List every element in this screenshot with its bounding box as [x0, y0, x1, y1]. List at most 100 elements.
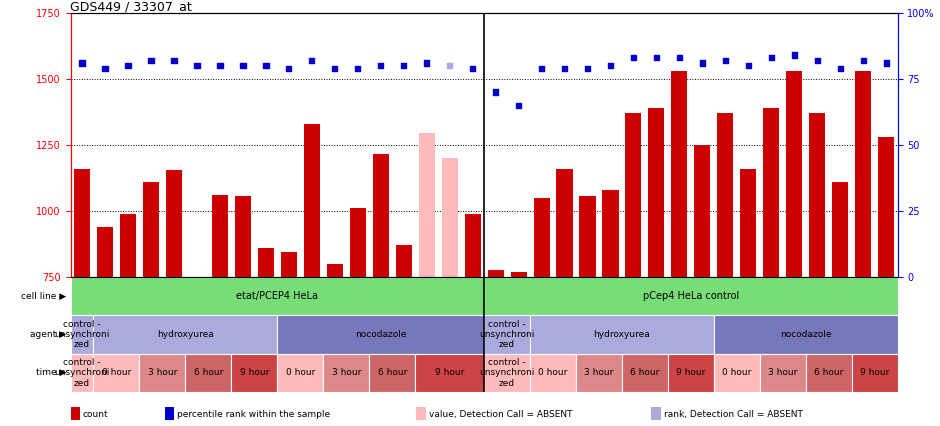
Point: [649, 54, 664, 61]
Point: [534, 65, 549, 72]
Bar: [671, 71, 687, 277]
Bar: [576, 354, 622, 392]
Text: agent ▶: agent ▶: [30, 330, 66, 339]
Text: 3 hour: 3 hour: [585, 368, 614, 377]
Bar: [603, 190, 619, 277]
Bar: [442, 158, 458, 277]
Text: 3 hour: 3 hour: [768, 368, 797, 377]
Bar: [369, 354, 415, 392]
Bar: [327, 264, 343, 277]
Point: [98, 65, 113, 72]
Point: [166, 57, 181, 64]
Bar: [622, 354, 668, 392]
Text: time ▶: time ▶: [36, 368, 66, 377]
Bar: [763, 108, 779, 277]
Text: 0 hour: 0 hour: [722, 368, 752, 377]
Bar: [120, 213, 136, 277]
Point: [787, 52, 802, 58]
Point: [120, 62, 135, 69]
Bar: [418, 133, 434, 277]
Text: nocodazole: nocodazole: [780, 330, 832, 339]
Text: control -
unsynchroni
zed: control - unsynchroni zed: [55, 320, 110, 349]
Point: [833, 65, 848, 72]
Text: count: count: [83, 409, 108, 419]
Bar: [713, 315, 898, 354]
Bar: [235, 196, 251, 277]
Bar: [760, 354, 806, 392]
Point: [351, 65, 366, 72]
Bar: [649, 108, 665, 277]
Point: [258, 62, 274, 69]
Point: [603, 62, 618, 69]
Bar: [396, 245, 412, 277]
Bar: [625, 113, 641, 277]
Text: 3 hour: 3 hour: [148, 368, 177, 377]
Bar: [534, 198, 550, 277]
Bar: [855, 71, 871, 277]
Bar: [304, 124, 320, 277]
Text: 9 hour: 9 hour: [676, 368, 706, 377]
Point: [327, 65, 342, 72]
Text: control -
unsynchroni
zed: control - unsynchroni zed: [479, 358, 535, 388]
Bar: [530, 315, 713, 354]
Point: [718, 57, 733, 64]
Text: rank, Detection Call = ABSENT: rank, Detection Call = ABSENT: [664, 409, 803, 419]
Point: [281, 65, 296, 72]
Text: 0 hour: 0 hour: [286, 368, 315, 377]
Bar: [212, 195, 227, 277]
Bar: [488, 271, 504, 277]
Point: [488, 89, 503, 95]
Text: GDS449 / 33307_at: GDS449 / 33307_at: [70, 0, 193, 13]
Point: [809, 57, 824, 64]
Bar: [93, 315, 277, 354]
Bar: [350, 208, 366, 277]
Point: [419, 60, 434, 66]
Bar: [70, 277, 484, 315]
Text: 3 hour: 3 hour: [332, 368, 361, 377]
Text: 9 hour: 9 hour: [435, 368, 464, 377]
Text: 9 hour: 9 hour: [240, 368, 269, 377]
Point: [305, 57, 320, 64]
Bar: [70, 315, 93, 354]
Bar: [231, 354, 277, 392]
Point: [764, 54, 779, 61]
Bar: [717, 113, 733, 277]
Bar: [277, 315, 484, 354]
Bar: [323, 354, 369, 392]
Bar: [277, 354, 323, 392]
Bar: [579, 196, 596, 277]
Text: pCep4 HeLa control: pCep4 HeLa control: [643, 291, 739, 301]
Text: value, Detection Call = ABSENT: value, Detection Call = ABSENT: [429, 409, 572, 419]
Text: hydroxyurea: hydroxyurea: [593, 330, 650, 339]
Bar: [484, 277, 898, 315]
Text: 6 hour: 6 hour: [378, 368, 407, 377]
Bar: [530, 354, 576, 392]
Bar: [809, 113, 825, 277]
Text: 6 hour: 6 hour: [630, 368, 660, 377]
Bar: [713, 354, 760, 392]
Point: [396, 62, 411, 69]
Bar: [806, 354, 852, 392]
Text: 0 hour: 0 hour: [539, 368, 568, 377]
Bar: [165, 170, 182, 277]
Bar: [372, 154, 389, 277]
Bar: [556, 169, 572, 277]
Bar: [510, 272, 526, 277]
Bar: [741, 169, 757, 277]
Point: [74, 60, 89, 66]
Text: 6 hour: 6 hour: [194, 368, 223, 377]
Text: control -
unsynchroni
zed: control - unsynchroni zed: [479, 320, 535, 349]
Point: [235, 62, 250, 69]
Bar: [70, 354, 93, 392]
Text: cell line ▶: cell line ▶: [21, 291, 66, 301]
Text: nocodazole: nocodazole: [355, 330, 406, 339]
Point: [741, 62, 756, 69]
Point: [695, 60, 710, 66]
Point: [144, 57, 159, 64]
Point: [580, 65, 595, 72]
Bar: [74, 169, 90, 277]
Bar: [143, 182, 159, 277]
Bar: [185, 354, 231, 392]
Point: [465, 65, 480, 72]
Point: [511, 102, 526, 109]
